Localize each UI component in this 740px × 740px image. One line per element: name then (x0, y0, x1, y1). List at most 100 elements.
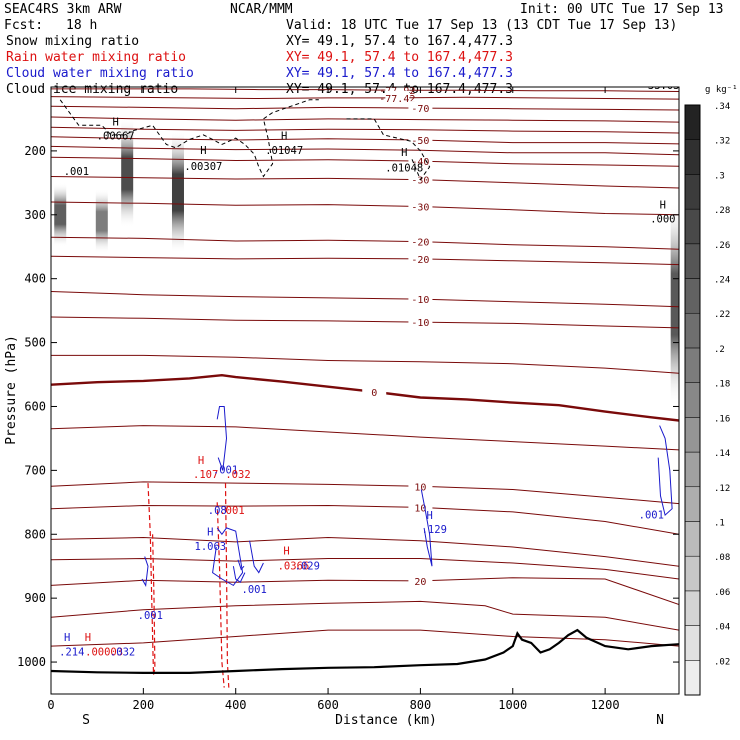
isotherm-label-13: -10 (411, 318, 429, 329)
field-rain-xy: XY= 49.1, 57.4 to 167.4,477.3 (286, 50, 513, 65)
x-tick-label-3: 600 (317, 698, 339, 712)
isotherm-line-0 (51, 88, 679, 92)
cloud-water-contour-3 (237, 559, 245, 571)
isotherm-line-11 (51, 255, 679, 266)
cloud-water-contour-5 (657, 425, 673, 517)
snow-shading-1 (95, 189, 108, 254)
x-tick-label-6: 1200 (591, 698, 620, 712)
isotherm-line-5 (51, 136, 679, 145)
isotherm-label-bg-1 (385, 90, 410, 103)
field-rain-name: Rain water mixing ratio (6, 50, 186, 65)
annotation-4: .00307 (184, 161, 222, 173)
isotherm-line-12 (51, 291, 679, 308)
colorbar-swatch-3 (684, 555, 701, 592)
annotation-2: .00667 (97, 130, 135, 142)
isotherm-line-8 (51, 176, 679, 189)
field-snow-name: Snow mixing ratio (6, 34, 139, 49)
snow-shading-2 (121, 118, 134, 228)
isotherm-label-5: -50 (411, 136, 429, 147)
colorbar-frame (684, 104, 701, 696)
colorbar-tick-8: .18 (714, 380, 730, 390)
x-tick-label-2: 400 (225, 698, 247, 712)
colorbar-swatch-15 (684, 139, 701, 175)
annotation-24: .129 (422, 524, 447, 536)
cloud-ice-contour-1 (346, 118, 431, 181)
isotherm-line-23 (51, 629, 679, 647)
terrain-layer (51, 628, 679, 674)
isotherm-line-6 (51, 145, 679, 156)
isotherm-label-bg-12 (408, 292, 433, 305)
annotation-18: 1.063 (195, 541, 227, 553)
field-snow-xy: XY= 49.1, 57.4 to 167.4,477.3 (286, 34, 513, 49)
annotation-6: .01047 (265, 145, 303, 157)
annotation-11: H (198, 455, 204, 467)
colorbar-unit: g kg⁻¹ (705, 85, 738, 95)
cloud-water-contour-7 (141, 556, 149, 587)
forecast-label: Fcst: (4, 18, 43, 33)
colorbar-swatch-6 (684, 451, 701, 488)
plot-frame (50, 86, 680, 695)
cloud-water-contour-0 (216, 406, 228, 471)
colorbar-swatch-9 (684, 347, 701, 383)
y-tick-label-5: 700 (24, 463, 46, 477)
annotation-25: .001 (639, 509, 664, 521)
colorbar-tick-15: .32 (714, 137, 730, 147)
isotherm-label-bg-7 (408, 154, 433, 167)
isotherm-label-2: -70 (411, 104, 429, 115)
isotherm-label-bg-21 (408, 573, 433, 586)
cloud-water-contour-6 (420, 489, 433, 567)
colorbar-tick-4: .1 (714, 518, 725, 528)
org-label: NCAR/MMM (230, 2, 293, 17)
colorbar-swatch-13 (684, 208, 701, 245)
annotation-30: .00003 (85, 647, 123, 659)
annotation-14: .032 (225, 469, 250, 481)
y-tick-label-8: 1000 (17, 655, 46, 669)
isotherm-label-bg-15 (362, 384, 387, 397)
annotation-1: H (112, 116, 118, 128)
cloud-water-contour-1 (212, 527, 244, 587)
annotation-9: H (660, 199, 666, 211)
isotherm-line-2 (51, 105, 679, 111)
isotherm-label-1: -77.42 (379, 94, 415, 105)
colorbar-swatch-10 (684, 312, 701, 349)
colorbar-tick-11: .24 (714, 276, 730, 286)
isotherm-line-10 (51, 236, 679, 250)
isotherm-label-bg-2 (408, 101, 433, 114)
annotation-13: .001 (213, 465, 238, 477)
forecast-hour: 18 h (66, 18, 97, 33)
isotherm-label-bg-9 (408, 199, 433, 212)
colorbar-tick-3: .08 (714, 553, 730, 563)
colorbar-swatch-12 (684, 243, 701, 279)
snow-shading-layer (54, 118, 679, 407)
annotation-32: -33.03 (642, 80, 680, 92)
x-tick-label-4: 800 (410, 698, 432, 712)
y-axis-title: Pressure (hPa) (4, 335, 19, 445)
colorbar-tick-2: .06 (714, 588, 730, 598)
y-tick-label-3: 500 (24, 336, 46, 350)
snow-shading-4 (670, 202, 679, 407)
annotation-23: H (426, 510, 432, 522)
isotherm-label-11: -20 (411, 255, 429, 266)
x-axis-title: Distance (km) (335, 713, 437, 728)
isotherm-layer: -77.92-77.42-70-50-40-30-30-20-20-10-100… (51, 87, 679, 647)
annotation-15: .08 (208, 505, 227, 517)
isotherm-label-7: -40 (411, 157, 429, 168)
colorbar-tick-13: .28 (714, 206, 730, 216)
isotherm-line-16 (51, 425, 679, 451)
isotherm-label-bg-5 (408, 133, 433, 146)
snow-shading-0 (54, 182, 67, 247)
rain-water-layer (147, 483, 230, 688)
south-label: S (82, 713, 90, 728)
init-time: Init: 00 UTC Tue 17 Sep 13 (520, 2, 724, 17)
y-tick-label-6: 800 (24, 527, 46, 541)
y-tick-label-1: 300 (24, 208, 46, 222)
colorbar: .02 .04 .06 .08 .1 .12 .14 .16 .18 .2 .22 .24 .26 .28… (684, 102, 730, 696)
x-tick-label-1: 200 (133, 698, 155, 712)
cloud-water-layer (141, 406, 673, 587)
x-axis: 0 200 400 600 800 1000 1200 (47, 87, 620, 712)
annotation-19: H (283, 546, 289, 558)
isotherm-label-bg-10 (408, 234, 433, 247)
y-tick-label-4: 600 (24, 399, 46, 413)
isotherm-line-18 (51, 504, 679, 535)
